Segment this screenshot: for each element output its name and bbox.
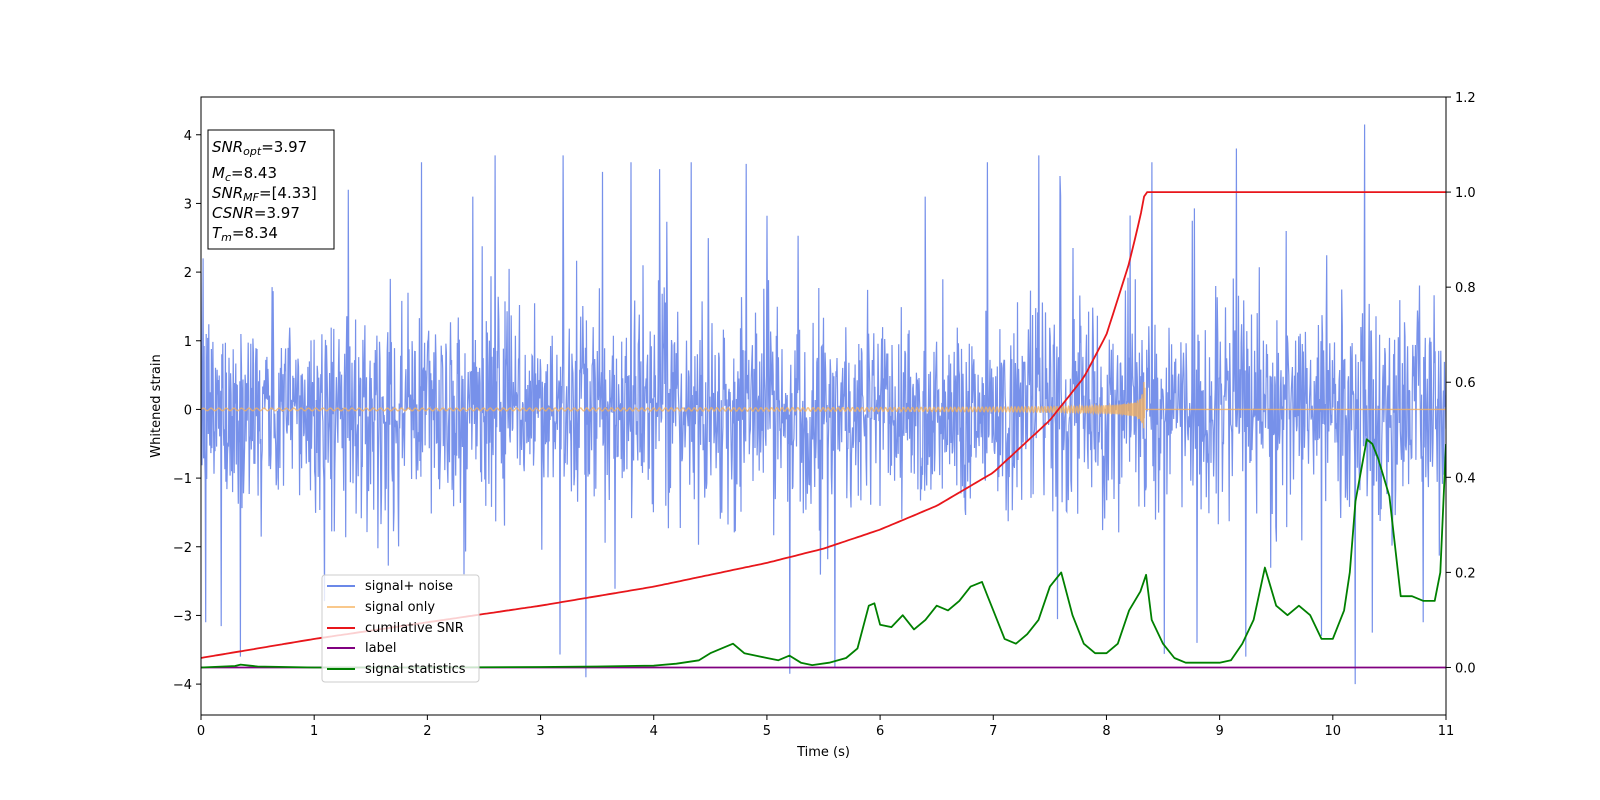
info-mc: Mc=8.43 [212, 164, 277, 184]
y2-tick-label: 1.0 [1455, 186, 1476, 201]
x-tick-label: 1 [310, 724, 318, 739]
x-axis-title: Time (s) [796, 745, 850, 760]
y2-tick-label: 1.2 [1455, 91, 1476, 106]
y-tick-label: −2 [173, 541, 192, 556]
y2-tick-label: 0.2 [1455, 566, 1476, 581]
legend-label-label: label [365, 641, 396, 656]
x-tick-label: 11 [1438, 724, 1455, 739]
y-tick-label: −1 [173, 472, 192, 487]
y-tick-label: 4 [184, 129, 192, 144]
y2-tick-label: 0.6 [1455, 376, 1476, 391]
info-box-frame [207, 129, 335, 250]
y-tick-label: 2 [184, 266, 192, 281]
x-tick-label: 0 [197, 724, 205, 739]
legend-label-signal-noise: signal+ noise [365, 579, 453, 594]
x-tick-label: 7 [989, 724, 997, 739]
axes-ticks: 0 1 2 3 4 5 6 7 8 9 10 1143210−1−2−3−41.21.00.80.60… [173, 91, 1476, 739]
y-tick-label: 1 [184, 335, 192, 350]
y2-tick-label: 0.4 [1455, 471, 1476, 486]
x-tick-label: 9 [1215, 724, 1223, 739]
legend-label-signal-statistics: signal statistics [365, 662, 466, 677]
y-tick-label: 0 [184, 403, 192, 418]
legend-label-cumulative-snr: cumilative SNR [365, 621, 464, 636]
legend-label-signal-only: signal only [365, 600, 435, 615]
info-snr-opt: SNRopt=3.97 [212, 138, 307, 158]
y2-tick-label: 0.0 [1455, 661, 1476, 676]
y-tick-label: −4 [173, 678, 192, 693]
x-tick-label: 10 [1325, 724, 1342, 739]
y2-tick-label: 0.8 [1455, 281, 1476, 296]
info-snr-mf: SNRMF=[4.33] [212, 184, 317, 204]
x-tick-label: 3 [536, 724, 544, 739]
series-signal-noise [201, 124, 1446, 685]
info-box: SNRopt=3.97 Mc=8.43 SNRMF=[4.33] CSNR=3.… [207, 129, 335, 250]
plot-frame [200, 96, 1447, 716]
legend-frame [321, 574, 480, 683]
info-tm: Tm=8.34 [212, 224, 278, 244]
info-csnr: CSNR=3.97 [212, 204, 300, 222]
legend: signal+ noise signal only cumilative SNR… [321, 574, 480, 683]
x-tick-label: 5 [763, 724, 771, 739]
series-signal-only [201, 381, 1446, 429]
series-signal-statistics [201, 438, 1446, 669]
x-tick-label: 8 [1102, 724, 1110, 739]
y-axis-title: Whitened strain [149, 354, 164, 457]
x-tick-label: 6 [876, 724, 884, 739]
y-tick-label: 3 [184, 197, 192, 212]
x-tick-label: 2 [423, 724, 431, 739]
x-tick-label: 4 [650, 724, 658, 739]
y-tick-label: −3 [173, 609, 192, 624]
